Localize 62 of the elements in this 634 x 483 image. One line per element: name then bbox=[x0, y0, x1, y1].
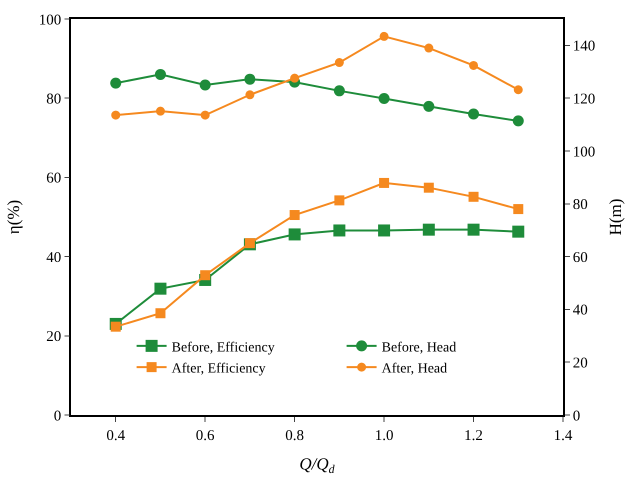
y-tick-label: 20 bbox=[46, 329, 62, 346]
point bbox=[288, 228, 301, 240]
point bbox=[200, 270, 210, 280]
point bbox=[514, 85, 523, 94]
point bbox=[154, 68, 166, 80]
point bbox=[423, 100, 434, 112]
x-tick-label: 1.0 bbox=[374, 428, 394, 444]
point bbox=[245, 90, 254, 100]
point bbox=[333, 224, 346, 236]
x-tick-label: 0.6 bbox=[196, 428, 216, 444]
point bbox=[110, 322, 121, 332]
legend-label: Before, Head bbox=[382, 340, 456, 356]
y-tick-label: 60 bbox=[46, 170, 62, 187]
y2-tick-label: 0 bbox=[572, 408, 580, 424]
x-tick-label: 1.4 bbox=[554, 428, 573, 444]
point bbox=[468, 108, 480, 120]
y2-tick-label: 100 bbox=[572, 144, 596, 160]
legend-label: After, Head bbox=[382, 362, 448, 377]
point bbox=[290, 210, 300, 220]
point bbox=[378, 92, 390, 104]
x-tick-label: 1.2 bbox=[464, 428, 483, 444]
y2-tick-label: 80 bbox=[572, 197, 588, 214]
y2-tick-label: 60 bbox=[572, 250, 588, 266]
x-axis-title: Q/Q$_{d}$ bbox=[299, 454, 335, 476]
point bbox=[110, 78, 122, 89]
y2-tick-label: 20 bbox=[572, 355, 588, 372]
y2-tick-label: 140 bbox=[572, 38, 596, 55]
point bbox=[244, 74, 256, 85]
point bbox=[380, 32, 389, 41]
y2-axis-title: H(m) bbox=[606, 198, 626, 236]
point bbox=[200, 80, 211, 90]
point bbox=[200, 110, 210, 120]
point bbox=[334, 195, 344, 206]
y-axis-title: η(%) bbox=[4, 200, 23, 234]
point bbox=[334, 58, 344, 68]
point bbox=[378, 224, 390, 236]
point bbox=[155, 308, 166, 318]
point bbox=[468, 224, 480, 236]
y2-tick-label: 40 bbox=[572, 302, 588, 319]
point bbox=[468, 192, 479, 202]
point bbox=[512, 226, 524, 238]
point bbox=[424, 44, 434, 53]
point bbox=[334, 85, 345, 96]
point bbox=[512, 115, 524, 126]
y-tick-label: 100 bbox=[38, 12, 62, 28]
point bbox=[154, 282, 166, 295]
point bbox=[379, 178, 390, 188]
point bbox=[156, 106, 165, 116]
point bbox=[111, 110, 120, 120]
x-tick-label: 0.4 bbox=[106, 428, 126, 444]
legend-label: Before, Efficiency bbox=[172, 340, 275, 356]
y-tick-label: 40 bbox=[46, 250, 62, 266]
y-tick-label: 80 bbox=[46, 91, 62, 108]
y-tick-label: 0 bbox=[54, 408, 62, 424]
point bbox=[424, 182, 434, 193]
y2-tick-label: 120 bbox=[572, 91, 596, 108]
x-tick-label: 0.8 bbox=[285, 428, 304, 444]
point bbox=[513, 204, 524, 214]
point bbox=[469, 60, 478, 70]
point bbox=[290, 74, 300, 83]
point bbox=[422, 224, 435, 236]
legend-label: After, Efficiency bbox=[172, 362, 266, 377]
